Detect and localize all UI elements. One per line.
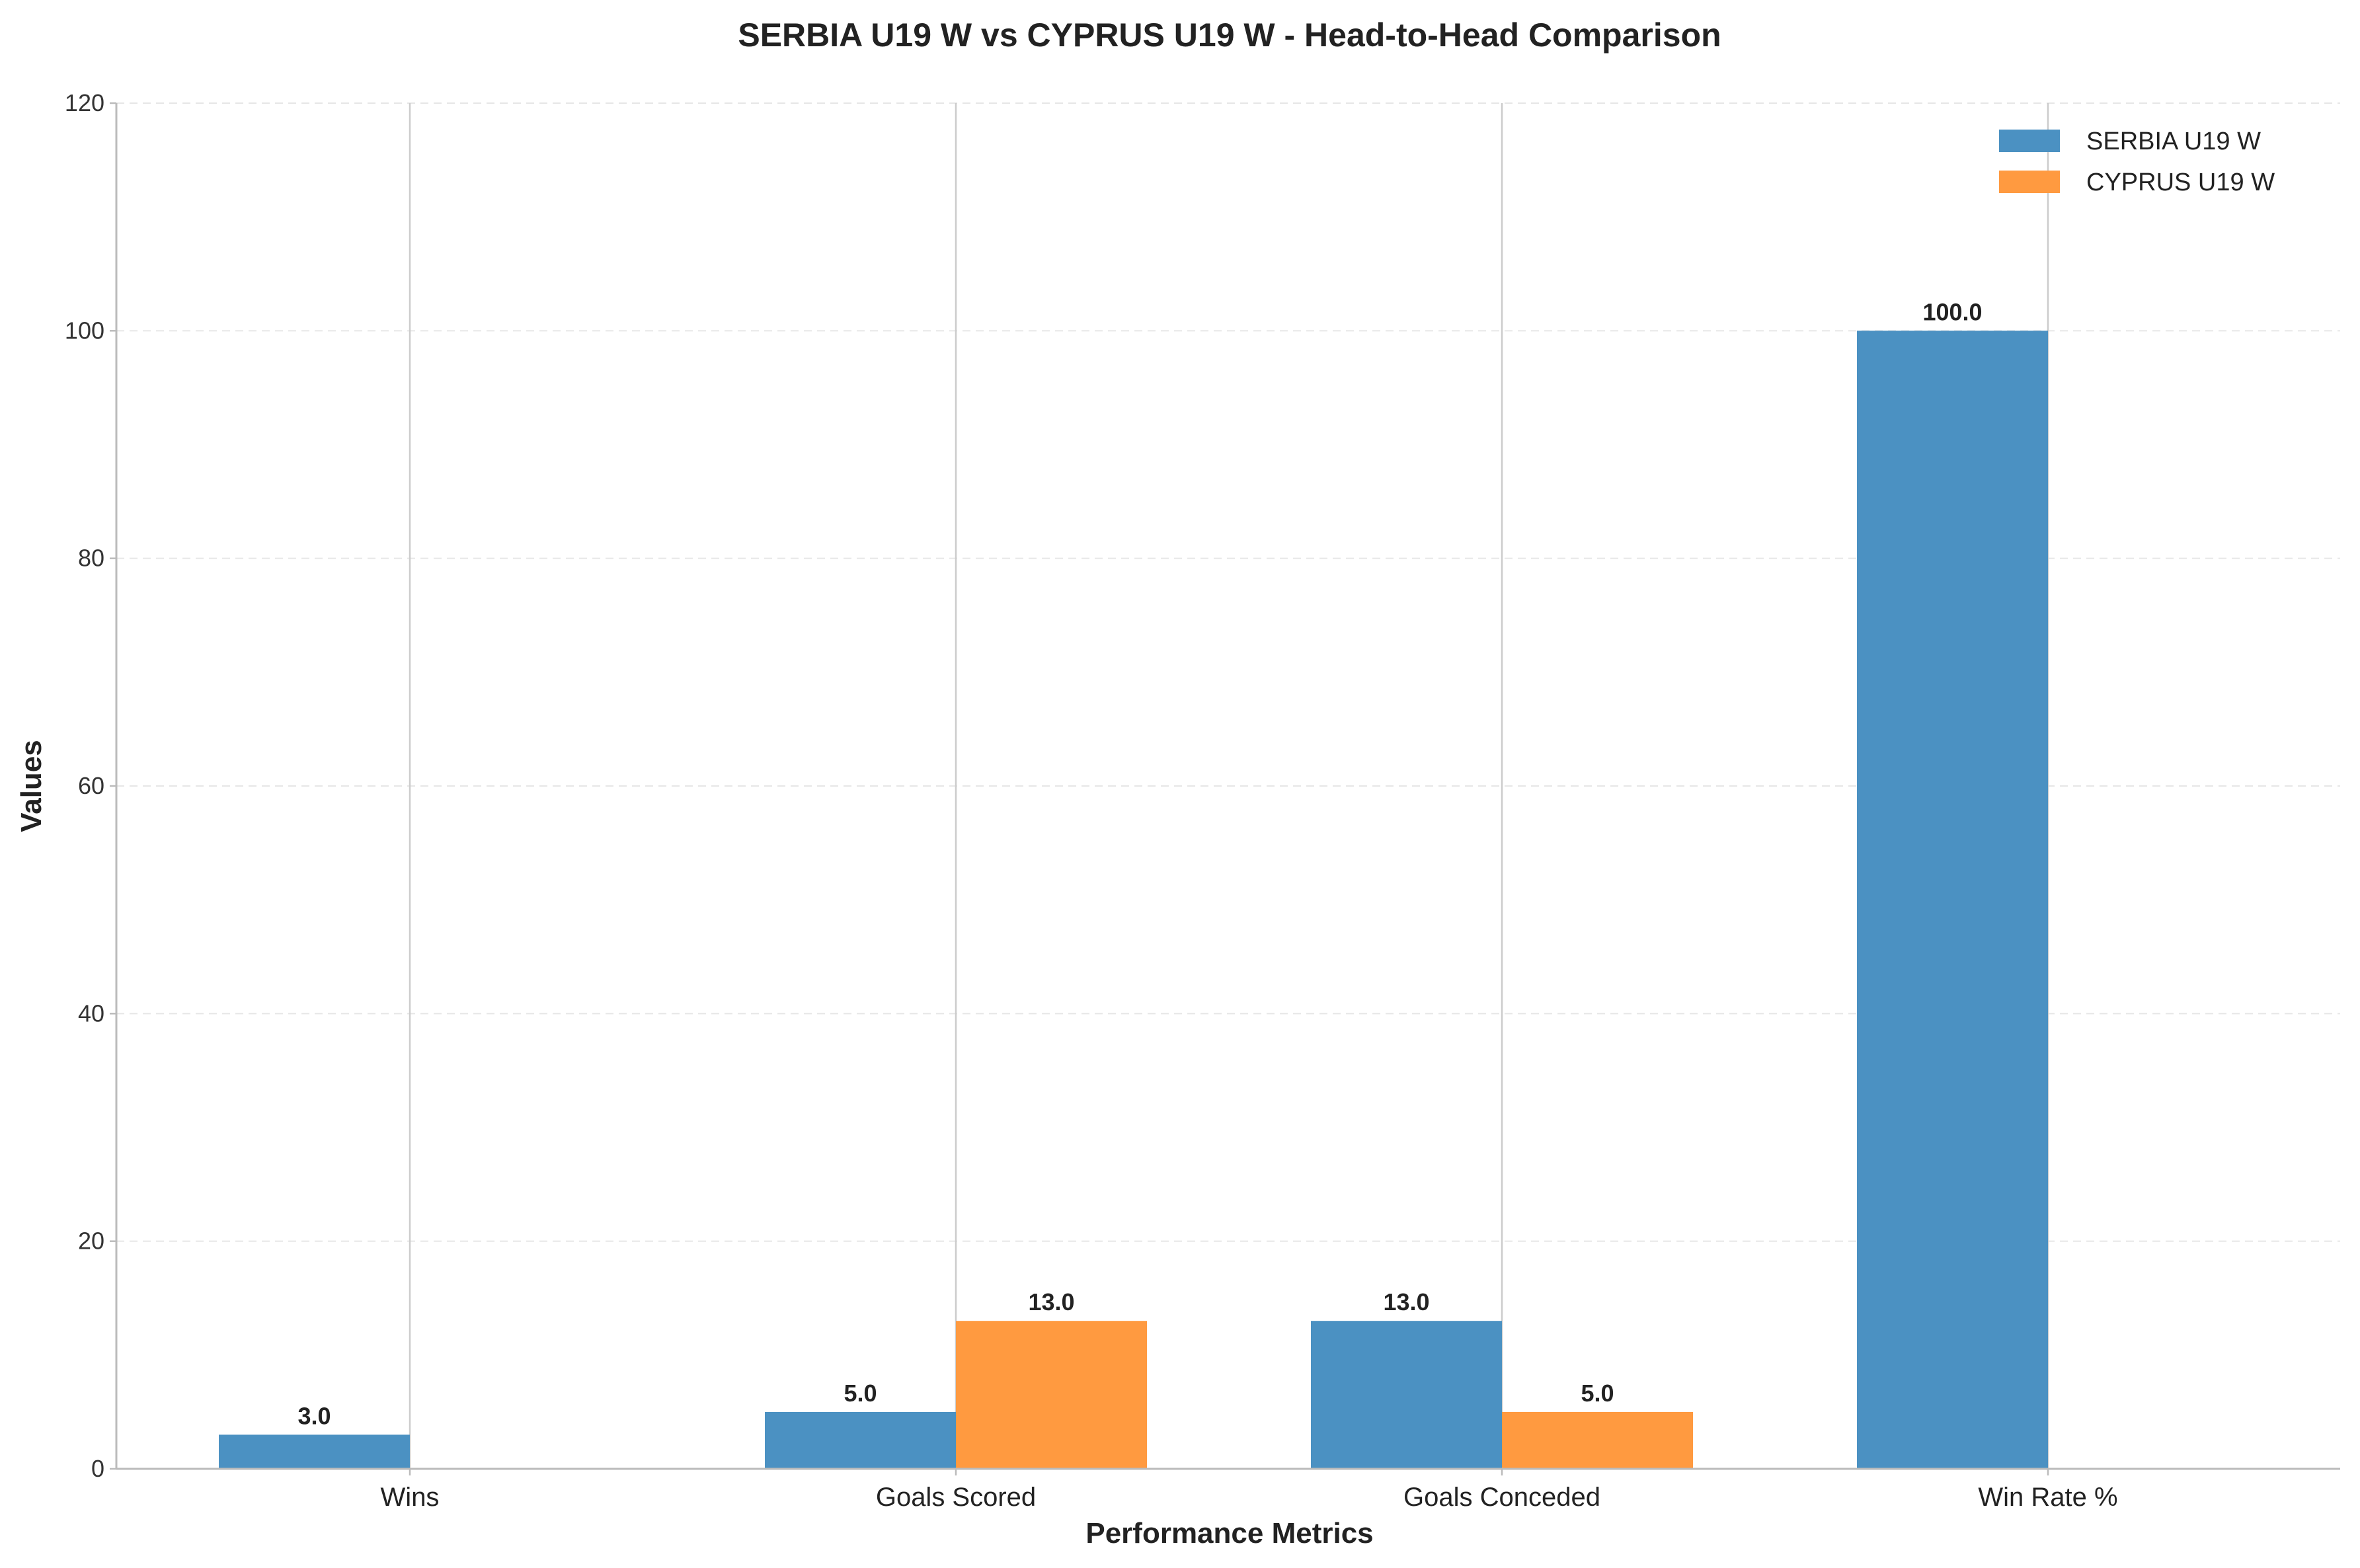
legend-label: CYPRUS U19 W <box>2086 169 2275 196</box>
data-label: 13.0 <box>1028 1288 1074 1315</box>
bar <box>1311 1321 1502 1469</box>
legend-swatch <box>1999 130 2060 152</box>
bar <box>956 1321 1147 1469</box>
bar <box>1857 331 2048 1469</box>
data-label: 5.0 <box>1581 1380 1614 1407</box>
x-tick-label: Goals Scored <box>876 1483 1036 1512</box>
y-tick-label: 120 <box>65 89 104 116</box>
data-labels: 3.0 5.0 13.0 100.0 13.0 5.0 <box>297 298 1982 1429</box>
data-label: 100.0 <box>1922 298 1982 325</box>
y-axis-label: Values <box>15 740 48 832</box>
data-label: 3.0 <box>297 1402 331 1429</box>
legend-label: SERBIA U19 W <box>2086 128 2261 155</box>
y-tick-label: 40 <box>78 1000 104 1027</box>
y-tick-label: 60 <box>78 772 104 799</box>
bars <box>219 331 2048 1469</box>
legend: SERBIA U19 W CYPRUS U19 W <box>1999 128 2275 196</box>
x-tick-label: Wins <box>381 1483 440 1512</box>
bar <box>219 1434 410 1469</box>
y-tick-label: 20 <box>78 1228 104 1255</box>
chart-title: SERBIA U19 W vs CYPRUS U19 W - Head-to-H… <box>738 17 1721 54</box>
x-tick-label: Goals Conceded <box>1403 1483 1600 1512</box>
legend-swatch <box>1999 171 2060 193</box>
bar <box>1502 1411 1693 1469</box>
y-tick-label: 100 <box>65 317 104 344</box>
y-tick-label: 80 <box>78 545 104 572</box>
axes: 0 20 40 60 80 100 120 Wins Goals Scored Goals Con… <box>65 89 2340 1512</box>
x-axis-label: Performance Metrics <box>1085 1517 1373 1549</box>
bar <box>765 1411 956 1469</box>
data-label: 5.0 <box>844 1380 877 1407</box>
data-label: 13.0 <box>1383 1288 1429 1315</box>
x-tick-label: Win Rate % <box>1978 1483 2117 1512</box>
y-tick-label: 0 <box>91 1455 104 1482</box>
